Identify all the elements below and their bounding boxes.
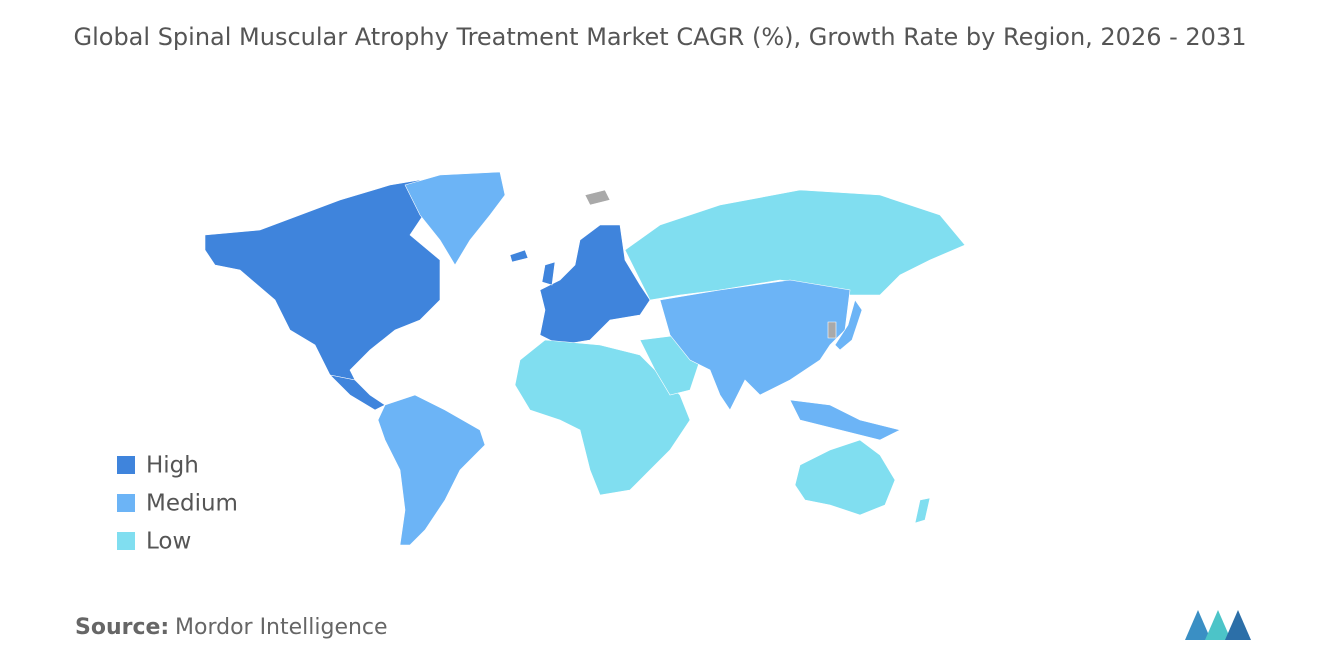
legend-swatch — [117, 456, 135, 474]
iceland — [509, 249, 529, 263]
australia — [794, 439, 896, 516]
korea — [827, 321, 837, 339]
legend-swatch — [117, 494, 135, 512]
japan — [834, 299, 863, 351]
legend-label: High — [146, 453, 199, 479]
legend-swatch — [117, 532, 135, 550]
greenland — [404, 171, 506, 266]
russia — [624, 189, 966, 301]
legend-label: Low — [146, 529, 191, 555]
new-zealand — [914, 497, 931, 524]
logo — [1185, 610, 1251, 640]
europe — [539, 224, 651, 346]
uk — [541, 261, 556, 286]
asia — [659, 279, 851, 411]
source-label: Source: — [75, 615, 169, 640]
legend-label: Medium — [146, 491, 238, 517]
southeast-asia — [789, 399, 901, 441]
chart-title: Global Spinal Muscular Atrophy Treatment… — [73, 23, 1247, 51]
source-text: Mordor Intelligence — [175, 615, 388, 640]
svalbard — [584, 189, 611, 206]
legend: High Medium Low — [117, 453, 238, 555]
north-america — [204, 179, 441, 381]
central-america — [329, 374, 386, 411]
south-america — [377, 394, 486, 546]
countries — [204, 171, 966, 546]
africa — [514, 339, 691, 496]
